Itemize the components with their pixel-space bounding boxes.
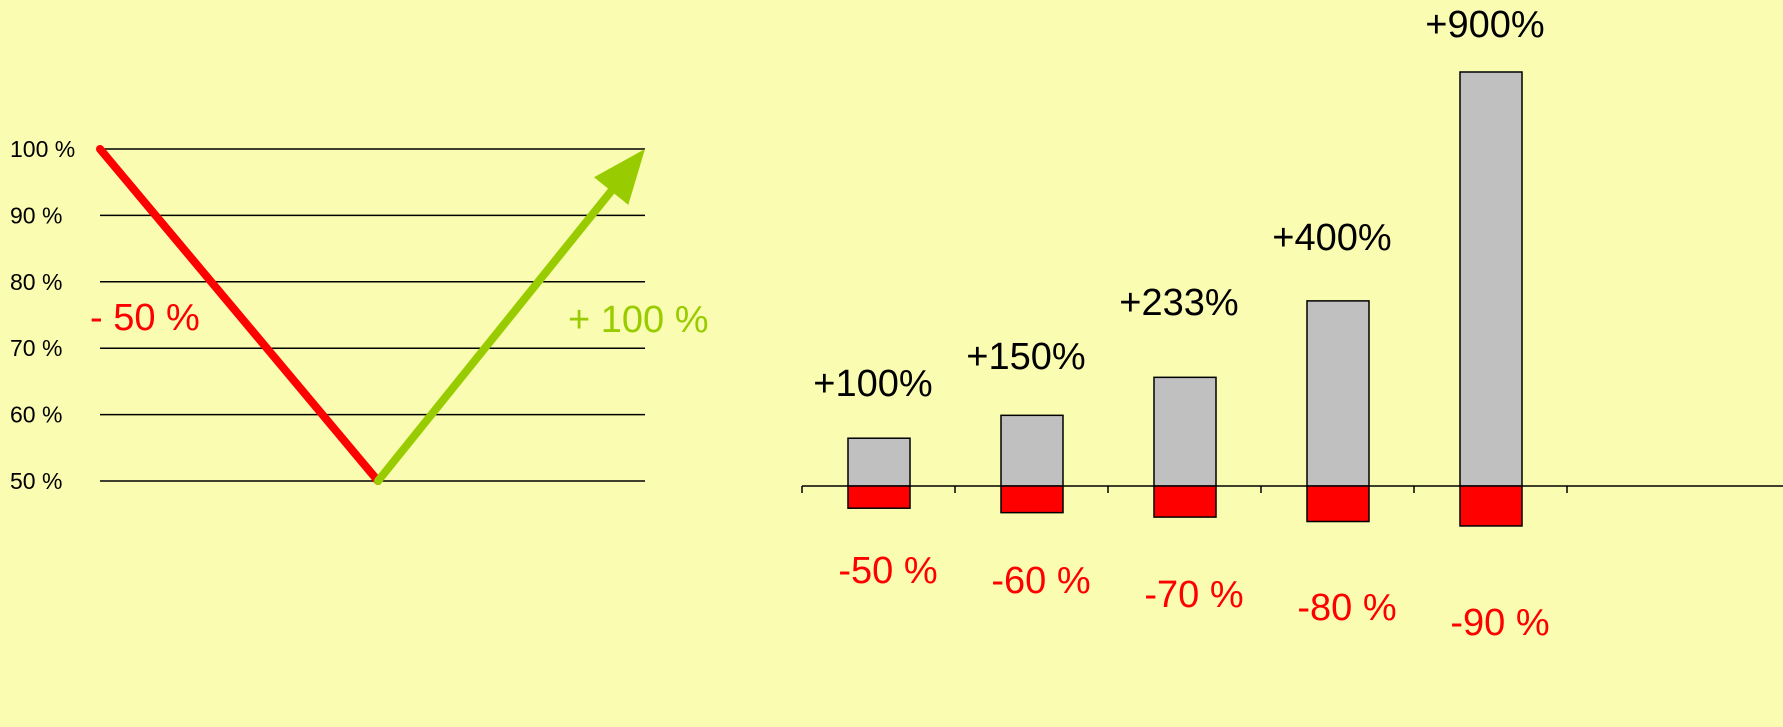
- y-tick-label: 70 %: [10, 335, 62, 361]
- gain-bar: [1306, 300, 1370, 487]
- loss-bar: [847, 485, 911, 509]
- loss-bar: [1459, 485, 1523, 527]
- loss-bar: [1000, 485, 1064, 514]
- loss-line: [96, 145, 382, 485]
- gain-label: +150%: [966, 336, 1085, 378]
- gain-label: +233%: [1119, 282, 1238, 324]
- y-tick-label: 60 %: [10, 402, 62, 428]
- left-line-chart: 100 % 90 % 80 % 70 % 60 % 50 % - 50 % + 100 %: [10, 136, 709, 494]
- gain-label: +900%: [1425, 4, 1544, 46]
- gain-bar: [847, 437, 911, 487]
- gain-label: +400%: [1272, 217, 1391, 259]
- loss-label: -90 %: [1450, 602, 1549, 644]
- gain-bar: [1000, 414, 1064, 487]
- gain-annotation: + 100 %: [568, 299, 709, 341]
- loss-label: -60 %: [991, 560, 1090, 602]
- loss-annotation: - 50 %: [90, 297, 200, 339]
- loss-label: -50 %: [838, 550, 937, 592]
- loss-bar: [1153, 485, 1217, 518]
- gain-label: +100%: [813, 363, 932, 405]
- y-tick-label: 100 %: [10, 136, 75, 162]
- loss-label: -70 %: [1144, 574, 1243, 616]
- loss-bar: [1306, 485, 1370, 523]
- gain-bar: [1459, 71, 1523, 487]
- gain-arrow-head: [594, 149, 645, 205]
- y-tick-label: 90 %: [10, 202, 62, 228]
- loss-label: -80 %: [1297, 587, 1396, 629]
- gain-arrow-line: [374, 187, 616, 485]
- y-tick-label: 80 %: [10, 269, 62, 295]
- gain-bar: [1153, 376, 1217, 487]
- right-bar-chart: +100% -50 % +150% -60 % +233% -70 % +400% -80 %…: [801, 4, 1783, 644]
- y-tick-label: 50 %: [10, 468, 62, 494]
